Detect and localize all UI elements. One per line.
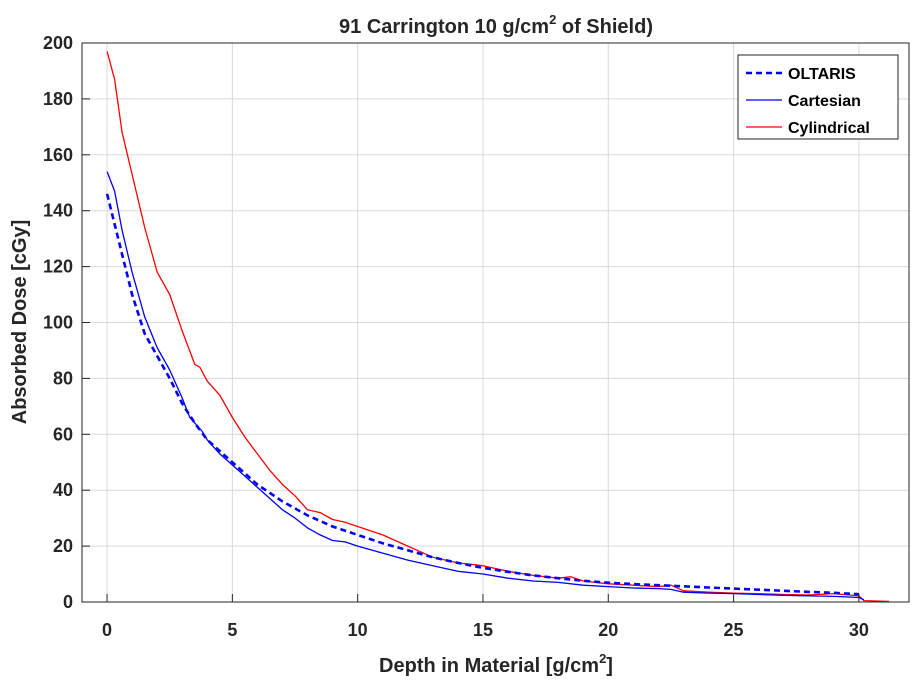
y-tick-label: 40 bbox=[53, 480, 73, 500]
x-tick-label: 25 bbox=[724, 620, 744, 640]
x-tick-label: 30 bbox=[849, 620, 869, 640]
x-tick-label: 20 bbox=[598, 620, 618, 640]
y-tick-label: 60 bbox=[53, 424, 73, 444]
x-tick-label: 0 bbox=[102, 620, 112, 640]
series-line-cylindrical bbox=[106, 51, 890, 603]
legend: OLTARIS Cartesian Cylindrical bbox=[737, 54, 899, 140]
legend-label-oltaris: OLTARIS bbox=[788, 66, 856, 83]
x-tick-label: 15 bbox=[473, 620, 493, 640]
chart-title: 91 Carrington 10 g/cm2 of Shield) bbox=[339, 12, 653, 38]
y-tick-label: 160 bbox=[43, 145, 73, 165]
series-group bbox=[105, 51, 890, 603]
legend-label-cartesian: Cartesian bbox=[788, 93, 861, 110]
y-tick-label: 200 bbox=[43, 33, 73, 53]
y-tick-label: 20 bbox=[53, 536, 73, 556]
y-tick-label: 100 bbox=[43, 313, 73, 333]
y-tick-label: 140 bbox=[43, 201, 73, 221]
series-line-cartesian bbox=[106, 171, 865, 601]
legend-box bbox=[737, 54, 899, 140]
ticks: 0 5 10 15 20 25 30 0 20 40 60 80 100 120 140 160 180 200 bbox=[43, 33, 869, 640]
x-tick-label: 10 bbox=[348, 620, 368, 640]
y-tick-label: 180 bbox=[43, 89, 73, 109]
y-tick-label: 0 bbox=[63, 592, 73, 612]
y-tick-label: 120 bbox=[43, 257, 73, 277]
x-tick-label: 5 bbox=[227, 620, 237, 640]
legend-label-cylindrical: Cylindrical bbox=[788, 120, 870, 137]
y-axis-label: Absorbed Dose [cGy] bbox=[9, 220, 31, 424]
y-tick-label: 80 bbox=[53, 368, 73, 388]
x-axis-label: Depth in Material [g/cm2] bbox=[379, 651, 613, 677]
series-line-oltaris bbox=[105, 193, 859, 596]
